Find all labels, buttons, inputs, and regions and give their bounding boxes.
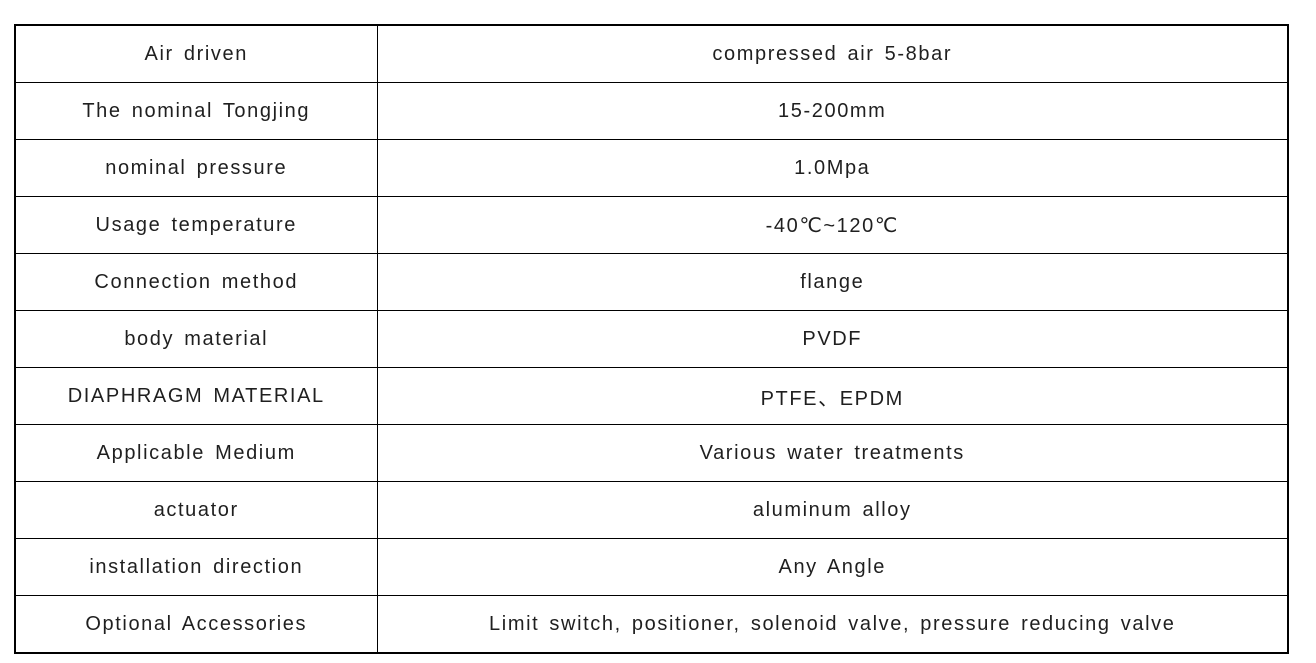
spec-value-cell: Limit switch, positioner, solenoid valve… bbox=[376, 595, 1289, 654]
table-row: Optional Accessories Limit switch, posit… bbox=[14, 595, 1289, 654]
spec-value-cell: 15-200mm bbox=[376, 82, 1289, 140]
spec-label-cell: actuator bbox=[14, 481, 378, 539]
table-row: Usage temperature -40℃~120℃ bbox=[14, 196, 1289, 254]
table-row: Applicable Medium Various water treatmen… bbox=[14, 424, 1289, 482]
spec-value-cell: Various water treatments bbox=[376, 424, 1289, 482]
spec-label-cell: nominal pressure bbox=[14, 139, 378, 197]
spec-label-cell: Optional Accessories bbox=[14, 595, 378, 654]
spec-value-cell: compressed air 5-8bar bbox=[376, 24, 1289, 83]
spec-label-cell: body material bbox=[14, 310, 378, 368]
spec-value-cell: PVDF bbox=[376, 310, 1289, 368]
spec-value-cell: 1.0Mpa bbox=[376, 139, 1289, 197]
table-row: body material PVDF bbox=[14, 310, 1289, 368]
specification-table: Air driven compressed air 5-8bar The nom… bbox=[14, 24, 1289, 654]
table-row: Connection method flange bbox=[14, 253, 1289, 311]
spec-label-cell: Applicable Medium bbox=[14, 424, 378, 482]
spec-label-cell: The nominal Tongjing bbox=[14, 82, 378, 140]
spec-label-cell: installation direction bbox=[14, 538, 378, 596]
table-row: nominal pressure 1.0Mpa bbox=[14, 139, 1289, 197]
table-row: DIAPHRAGM MATERIAL PTFE、EPDM bbox=[14, 367, 1289, 425]
table-row: Air driven compressed air 5-8bar bbox=[14, 24, 1289, 83]
spec-value-cell: PTFE、EPDM bbox=[376, 367, 1289, 425]
spec-value-cell: aluminum alloy bbox=[376, 481, 1289, 539]
spec-label-cell: Usage temperature bbox=[14, 196, 378, 254]
spec-value-cell: -40℃~120℃ bbox=[376, 196, 1289, 254]
spec-value-cell: Any Angle bbox=[376, 538, 1289, 596]
table-row: actuator aluminum alloy bbox=[14, 481, 1289, 539]
spec-label-cell: Connection method bbox=[14, 253, 378, 311]
table-row: The nominal Tongjing 15-200mm bbox=[14, 82, 1289, 140]
spec-label-cell: Air driven bbox=[14, 24, 378, 83]
table-row: installation direction Any Angle bbox=[14, 538, 1289, 596]
spec-label-cell: DIAPHRAGM MATERIAL bbox=[14, 367, 378, 425]
spec-value-cell: flange bbox=[376, 253, 1289, 311]
